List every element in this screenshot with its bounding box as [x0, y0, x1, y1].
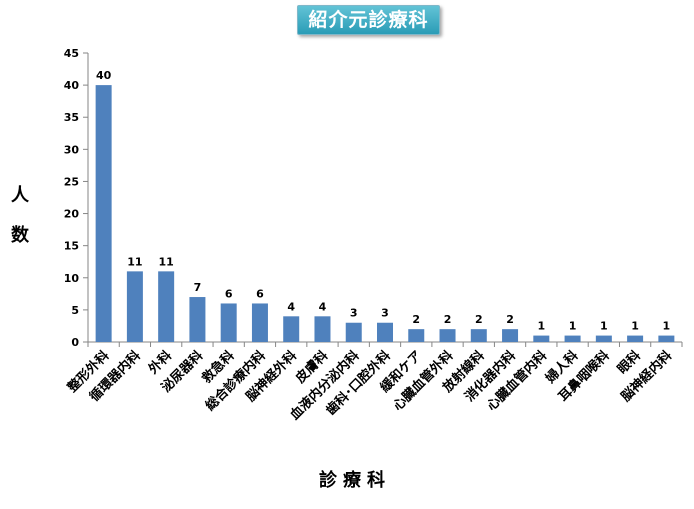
bar	[408, 329, 425, 342]
y-tick-label: 15	[64, 240, 79, 253]
y-axis-label: 人数	[9, 176, 31, 256]
bar	[470, 329, 487, 342]
bar	[158, 271, 175, 342]
bar-value-label: 1	[600, 320, 608, 333]
y-tick-label: 20	[64, 208, 80, 221]
bar-value-label: 11	[127, 255, 142, 268]
y-axis-label-char: 人	[11, 185, 29, 206]
bar	[126, 271, 143, 342]
bar-value-label: 6	[225, 287, 233, 300]
bar-value-label: 1	[631, 320, 639, 333]
y-tick-label: 5	[71, 304, 79, 317]
bar-value-label: 1	[569, 320, 577, 333]
bar	[533, 335, 550, 342]
bar	[377, 322, 393, 342]
bar-value-label: 3	[350, 307, 358, 320]
bar	[189, 297, 206, 342]
bar-value-label: 2	[412, 313, 420, 326]
bar	[283, 316, 300, 342]
bar-value-label: 3	[381, 307, 389, 320]
bar	[627, 335, 644, 342]
bar-value-label: 1	[663, 320, 671, 333]
bar	[595, 335, 612, 342]
bar	[220, 303, 237, 342]
bar	[564, 335, 581, 342]
y-tick-label: 0	[71, 336, 79, 349]
bar-value-label: 1	[537, 320, 545, 333]
bar	[439, 329, 456, 342]
y-tick-label: 30	[64, 143, 80, 156]
y-tick-label: 25	[64, 175, 79, 188]
y-axis-label-char: 数	[11, 225, 29, 246]
bar-value-label: 4	[287, 300, 295, 313]
bar	[345, 322, 362, 342]
y-tick-label: 40	[64, 79, 80, 92]
bar-value-label: 4	[319, 300, 327, 313]
bar-value-label: 40	[96, 69, 112, 82]
bar	[314, 316, 331, 342]
bar-value-label: 2	[506, 313, 514, 326]
bar	[251, 303, 268, 342]
bar	[502, 329, 519, 342]
bar	[658, 335, 675, 342]
bar	[95, 85, 112, 342]
chart-title: 紹介元診療科	[297, 5, 440, 35]
y-tick-label: 10	[64, 272, 80, 285]
bar-value-label: 2	[444, 313, 452, 326]
bar-value-label: 6	[256, 287, 264, 300]
y-tick-label: 45	[64, 47, 79, 60]
y-tick-label: 35	[64, 111, 79, 124]
bar-value-label: 7	[194, 281, 202, 294]
bar-value-label: 11	[159, 255, 174, 268]
bar-value-label: 2	[475, 313, 483, 326]
x-axis-label: 診療科	[319, 470, 391, 491]
